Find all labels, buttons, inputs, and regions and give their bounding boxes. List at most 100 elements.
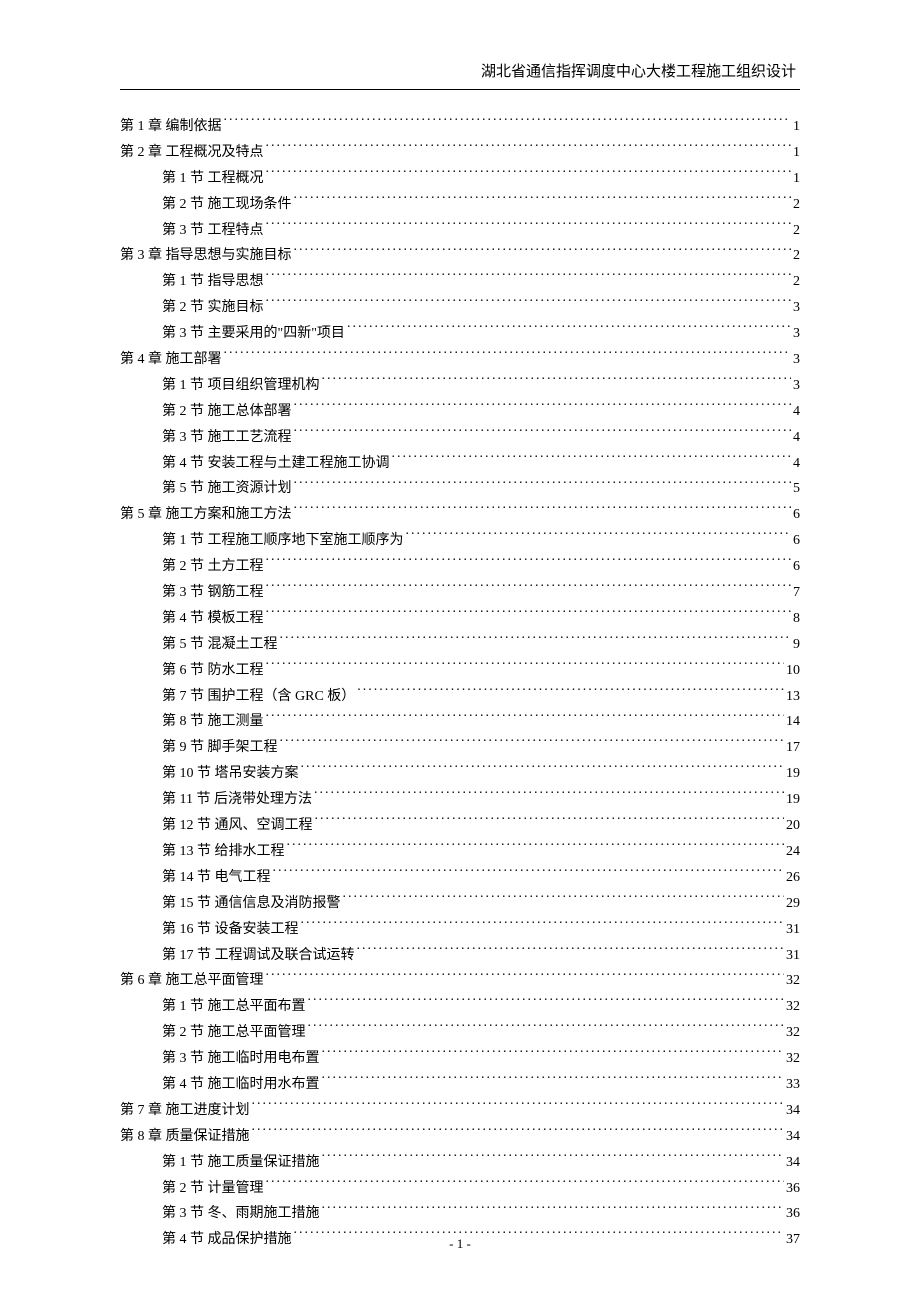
toc-entry[interactable]: 第 3 节 钢筋工程7 [120, 580, 800, 606]
toc-dots [266, 970, 785, 984]
toc-entry-page: 14 [786, 709, 800, 735]
toc-entry-label: 第 2 节 实施目标 [162, 295, 264, 321]
toc-entry[interactable]: 第 8 节 施工测量14 [120, 709, 800, 735]
toc-entry[interactable]: 第 7 节 围护工程（含 GRC 板） 13 [120, 684, 800, 710]
toc-entry-label: 第 4 节 安装工程与土建工程施工协调 [162, 451, 390, 477]
toc-dots [266, 608, 792, 622]
toc-entry[interactable]: 第 12 节 通风、空调工程20 [120, 813, 800, 839]
toc-dots [252, 1100, 785, 1114]
toc-dots [308, 996, 785, 1010]
toc-entry[interactable]: 第 3 节 施工临时用电布置32 [120, 1046, 800, 1072]
toc-entry-label: 第 5 章 施工方案和施工方法 [120, 502, 292, 528]
toc-entry[interactable]: 第 2 节 施工总平面管理32 [120, 1020, 800, 1046]
toc-dots [266, 582, 792, 596]
toc-entry-label: 第 15 节 通信信息及消防报警 [162, 891, 341, 917]
toc-entry-label: 第 4 节 模板工程 [162, 606, 264, 632]
toc-entry[interactable]: 第 1 节 施工总平面布置 32 [120, 994, 800, 1020]
toc-entry-page: 1 [793, 140, 800, 166]
toc-entry[interactable]: 第 11 节 后浇带处理方法19 [120, 787, 800, 813]
toc-entry-label: 第 4 章 施工部署 [120, 347, 222, 373]
toc-dots [266, 297, 792, 311]
toc-entry-label: 第 2 节 施工总体部署 [162, 399, 292, 425]
toc-entry-page: 34 [786, 1124, 800, 1150]
toc-entry[interactable]: 第 2 节 施工总体部署4 [120, 399, 800, 425]
toc-entry-label: 第 1 节 施工总平面布置 [162, 994, 306, 1020]
toc-entry-page: 10 [786, 658, 800, 684]
toc-entry-page: 1 [793, 114, 800, 140]
toc-entry-page: 32 [786, 1020, 800, 1046]
toc-dots [392, 453, 792, 467]
toc-entry[interactable]: 第 4 节 模板工程 8 [120, 606, 800, 632]
toc-dots [294, 194, 792, 208]
toc-entry-label: 第 3 节 施工工艺流程 [162, 425, 292, 451]
toc-entry-label: 第 1 节 工程概况 [162, 166, 264, 192]
toc-entry[interactable]: 第 4 章 施工部署 3 [120, 347, 800, 373]
toc-entry-page: 13 [786, 684, 800, 710]
toc-entry[interactable]: 第 1 节 施工质量保证措施34 [120, 1150, 800, 1176]
toc-entry-page: 26 [786, 865, 800, 891]
toc-entry-page: 36 [786, 1176, 800, 1202]
toc-dots [224, 116, 792, 130]
header-divider [120, 89, 800, 90]
toc-entry[interactable]: 第 1 节 指导思想2 [120, 269, 800, 295]
toc-entry-label: 第 10 节 塔吊安装方案 [162, 761, 299, 787]
toc-entry-page: 32 [786, 994, 800, 1020]
toc-entry-label: 第 2 节 计量管理 [162, 1176, 264, 1202]
toc-entry-label: 第 17 节 工程调试及联合试运转 [162, 943, 355, 969]
toc-dots [294, 245, 792, 259]
toc-entry[interactable]: 第 6 章 施工总平面管理32 [120, 968, 800, 994]
toc-entry[interactable]: 第 10 节 塔吊安装方案19 [120, 761, 800, 787]
toc-entry[interactable]: 第 16 节 设备安装工程31 [120, 917, 800, 943]
toc-dots [357, 686, 784, 700]
toc-entry[interactable]: 第 4 节 施工临时用水布置33 [120, 1072, 800, 1098]
toc-entry[interactable]: 第 5 章 施工方案和施工方法6 [120, 502, 800, 528]
toc-entry[interactable]: 第 2 节 施工现场条件2 [120, 192, 800, 218]
toc-entry-page: 3 [793, 347, 800, 373]
toc-entry[interactable]: 第 5 节 混凝土工程9 [120, 632, 800, 658]
toc-dots [280, 634, 792, 648]
toc-entry[interactable]: 第 7 章 施工进度计划34 [120, 1098, 800, 1124]
toc-entry-page: 36 [786, 1201, 800, 1227]
toc-entry[interactable]: 第 3 章 指导思想与实施目标2 [120, 243, 800, 269]
toc-entry[interactable]: 第 2 章 工程概况及特点1 [120, 140, 800, 166]
toc-entry[interactable]: 第 6 节 防水工程10 [120, 658, 800, 684]
toc-entry[interactable]: 第 2 节 土方工程6 [120, 554, 800, 580]
toc-dots [294, 401, 792, 415]
toc-dots [266, 271, 792, 285]
toc-entry[interactable]: 第 4 节 安装工程与土建工程施工协调4 [120, 451, 800, 477]
toc-entry[interactable]: 第 3 节 冬、雨期施工措施36 [120, 1201, 800, 1227]
toc-dots [322, 1074, 785, 1088]
toc-entry[interactable]: 第 1 节 项目组织管理机构3 [120, 373, 800, 399]
toc-entry-label: 第 4 节 施工临时用水布置 [162, 1072, 320, 1098]
toc-entry[interactable]: 第 1 节 工程施工顺序地下室施工顺序为6 [120, 528, 800, 554]
toc-entry[interactable]: 第 13 节 给排水工程24 [120, 839, 800, 865]
toc-dots [266, 556, 792, 570]
toc-entry-page: 8 [793, 606, 800, 632]
toc-dots [266, 711, 785, 725]
document-page: 湖北省通信指挥调度中心大楼工程施工组织设计 第 1 章 编制依据1第 2 章 工… [0, 0, 920, 1302]
toc-entry[interactable]: 第 8 章 质量保证措施34 [120, 1124, 800, 1150]
toc-entry-label: 第 7 节 围护工程（含 GRC 板） [162, 684, 355, 710]
toc-entry[interactable]: 第 2 节 实施目标3 [120, 295, 800, 321]
toc-entry-page: 31 [786, 917, 800, 943]
toc-entry[interactable]: 第 5 节 施工资源计划5 [120, 476, 800, 502]
toc-entry-label: 第 9 节 脚手架工程 [162, 735, 278, 761]
toc-entry-label: 第 5 节 混凝土工程 [162, 632, 278, 658]
toc-entry[interactable]: 第 2 节 计量管理 36 [120, 1176, 800, 1202]
toc-dots [224, 349, 792, 363]
toc-dots [252, 1126, 785, 1140]
toc-entry[interactable]: 第 3 节 主要采用的"四新"项目3 [120, 321, 800, 347]
toc-entry[interactable]: 第 9 节 脚手架工程17 [120, 735, 800, 761]
toc-entry[interactable]: 第 1 章 编制依据1 [120, 114, 800, 140]
toc-entry-label: 第 1 节 项目组织管理机构 [162, 373, 320, 399]
toc-dots [280, 737, 785, 751]
toc-entry[interactable]: 第 1 节 工程概况1 [120, 166, 800, 192]
toc-entry-page: 31 [786, 943, 800, 969]
toc-entry-label: 第 1 节 指导思想 [162, 269, 264, 295]
toc-entry[interactable]: 第 14 节 电气工程26 [120, 865, 800, 891]
toc-entry[interactable]: 第 3 节 工程特点2 [120, 218, 800, 244]
toc-entry[interactable]: 第 15 节 通信信息及消防报警29 [120, 891, 800, 917]
toc-entry-label: 第 1 节 工程施工顺序地下室施工顺序为 [162, 528, 404, 554]
toc-entry[interactable]: 第 3 节 施工工艺流程4 [120, 425, 800, 451]
toc-entry[interactable]: 第 17 节 工程调试及联合试运转 31 [120, 943, 800, 969]
